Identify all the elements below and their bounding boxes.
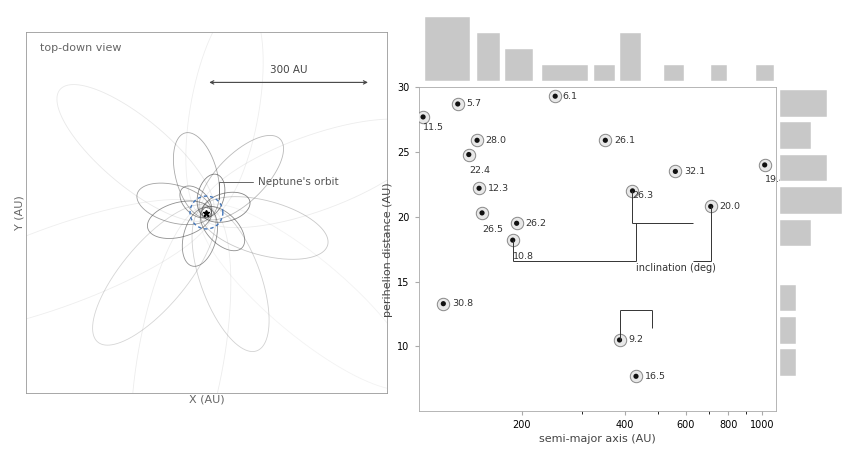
Point	[451, 101, 465, 108]
Point	[758, 161, 771, 169]
X-axis label: semi-major axis (AU): semi-major axis (AU)	[539, 435, 656, 445]
Bar	[780, 350, 795, 376]
Point	[470, 137, 484, 144]
Point	[451, 101, 465, 108]
Point	[629, 372, 643, 380]
Point	[506, 236, 520, 244]
Text: inclination (deg): inclination (deg)	[636, 263, 716, 273]
Bar	[780, 155, 826, 181]
Point	[437, 300, 450, 307]
Bar	[477, 33, 499, 81]
Point	[704, 203, 717, 210]
Point	[548, 93, 562, 100]
Point	[625, 187, 639, 195]
Bar	[664, 65, 684, 81]
Point	[416, 113, 430, 121]
Bar	[780, 285, 795, 311]
Y-axis label: perihelion distance (AU): perihelion distance (AU)	[383, 182, 393, 317]
Text: 26.3: 26.3	[632, 191, 654, 200]
Bar	[780, 317, 795, 344]
Point	[510, 220, 523, 227]
Bar	[542, 65, 588, 81]
Y-axis label: Y (AU): Y (AU)	[15, 195, 24, 230]
X-axis label: X (AU): X (AU)	[189, 394, 224, 404]
Point	[613, 336, 626, 344]
Text: 28.0: 28.0	[486, 136, 507, 145]
Text: 19.4: 19.4	[764, 175, 786, 184]
Point	[704, 203, 717, 210]
Text: 26.2: 26.2	[525, 219, 547, 228]
Text: 32.1: 32.1	[684, 167, 705, 176]
Text: Neptune's orbit: Neptune's orbit	[219, 177, 339, 199]
Text: 10.8: 10.8	[513, 252, 534, 261]
Point	[668, 168, 682, 175]
Point	[462, 151, 475, 158]
Bar	[780, 90, 826, 117]
Text: 26.5: 26.5	[482, 224, 503, 234]
Text: 300 AU: 300 AU	[269, 64, 307, 74]
Point	[462, 151, 475, 158]
Text: 12.3: 12.3	[487, 184, 509, 193]
Point	[506, 236, 520, 244]
Bar	[756, 65, 774, 81]
Text: 11.5: 11.5	[423, 123, 444, 133]
Point	[599, 137, 613, 144]
Point	[758, 161, 771, 169]
Point	[475, 209, 489, 217]
Text: 26.1: 26.1	[614, 136, 635, 145]
Point	[472, 185, 486, 192]
Bar	[780, 187, 842, 214]
Point	[668, 168, 682, 175]
Text: 30.8: 30.8	[452, 299, 473, 308]
Bar	[620, 33, 641, 81]
Bar	[425, 17, 470, 81]
Point	[599, 137, 613, 144]
Bar	[710, 65, 727, 81]
Bar	[505, 49, 534, 81]
Point	[472, 185, 486, 192]
Point	[416, 113, 430, 121]
Bar	[780, 122, 811, 149]
Text: top-down view: top-down view	[40, 43, 122, 53]
Text: 6.1: 6.1	[563, 92, 577, 101]
Point	[475, 209, 489, 217]
Point	[470, 137, 484, 144]
Point	[629, 372, 643, 380]
Text: 22.4: 22.4	[468, 166, 490, 175]
Point	[613, 336, 626, 344]
Text: 9.2: 9.2	[628, 335, 644, 345]
Text: 20.0: 20.0	[719, 202, 740, 211]
Point	[625, 187, 639, 195]
Text: 5.7: 5.7	[467, 100, 481, 108]
Point	[510, 220, 523, 227]
Bar	[780, 220, 811, 246]
Text: 16.5: 16.5	[644, 372, 666, 381]
Point	[548, 93, 562, 100]
Point	[437, 300, 450, 307]
Bar	[595, 65, 615, 81]
